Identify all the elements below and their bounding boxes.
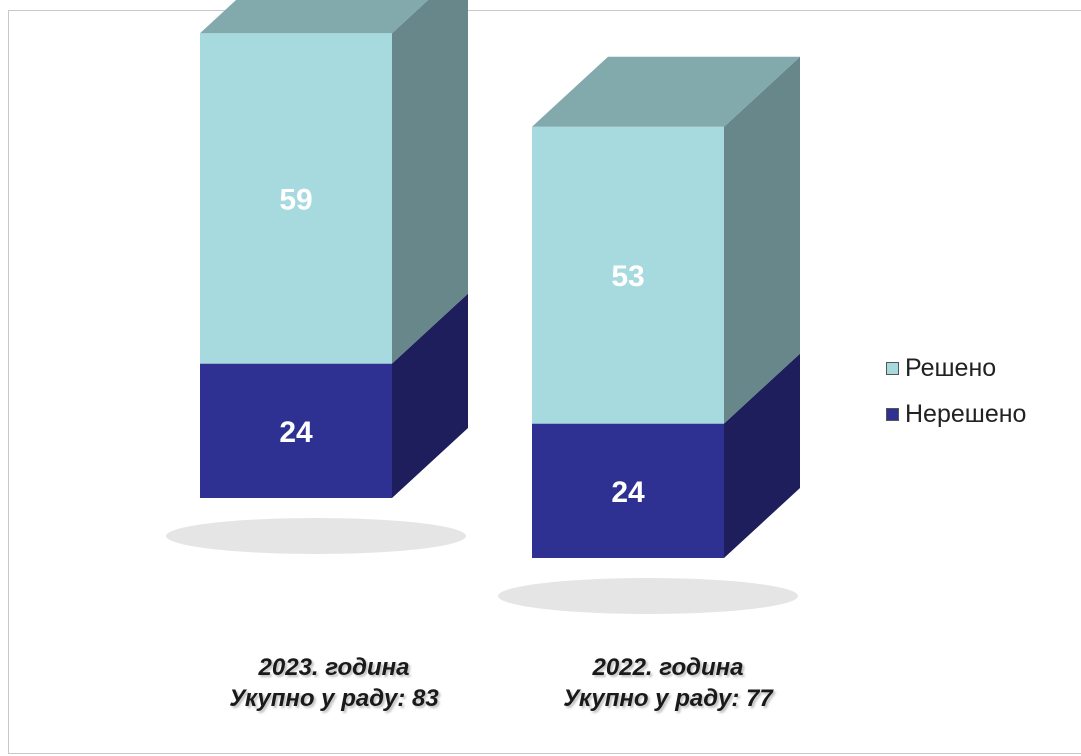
data-label-0-1: 24 xyxy=(611,476,645,509)
category-label-2023: 2023. година Укупно у раду: 83 xyxy=(164,652,504,714)
legend-swatch-unresolved xyxy=(886,407,899,421)
bar-segment-0-0 xyxy=(200,363,392,498)
bar-side-0-0 xyxy=(392,293,468,498)
category-label-2022: 2022. година Укупно у раду: 77 xyxy=(498,652,838,714)
bar-segment-0-1 xyxy=(532,423,724,558)
legend: Решено Нерешено xyxy=(886,345,1026,437)
data-label-0-0: 24 xyxy=(279,416,313,449)
category-total-2023: Укупно у раду: 83 xyxy=(229,685,439,712)
legend-label-unresolved: Нерешено xyxy=(905,399,1027,428)
data-label-1-1: 53 xyxy=(611,260,644,293)
bar-side-0-1 xyxy=(724,353,800,558)
bar-shadow xyxy=(166,518,466,554)
bar-side-1-0 xyxy=(392,0,468,364)
bar-shadow xyxy=(498,578,798,614)
data-label-1-0: 59 xyxy=(279,183,312,216)
bar-side-1-1 xyxy=(724,56,800,424)
legend-item-resolved: Решено xyxy=(886,345,1026,391)
bar-segment-1-0 xyxy=(200,33,392,364)
bar-segment-1-1 xyxy=(532,126,724,424)
category-total-2022: Укупно у раду: 77 xyxy=(563,685,773,712)
legend-swatch-resolved xyxy=(886,361,899,375)
category-title-2022: 2022. година xyxy=(592,654,744,681)
category-title-2023: 2023. година xyxy=(258,654,410,681)
bar-top-1 xyxy=(532,56,800,127)
bar-top-0 xyxy=(200,0,429,34)
legend-item-unresolved: Нерешено xyxy=(886,391,1026,437)
legend-label-resolved: Решено xyxy=(905,353,997,382)
